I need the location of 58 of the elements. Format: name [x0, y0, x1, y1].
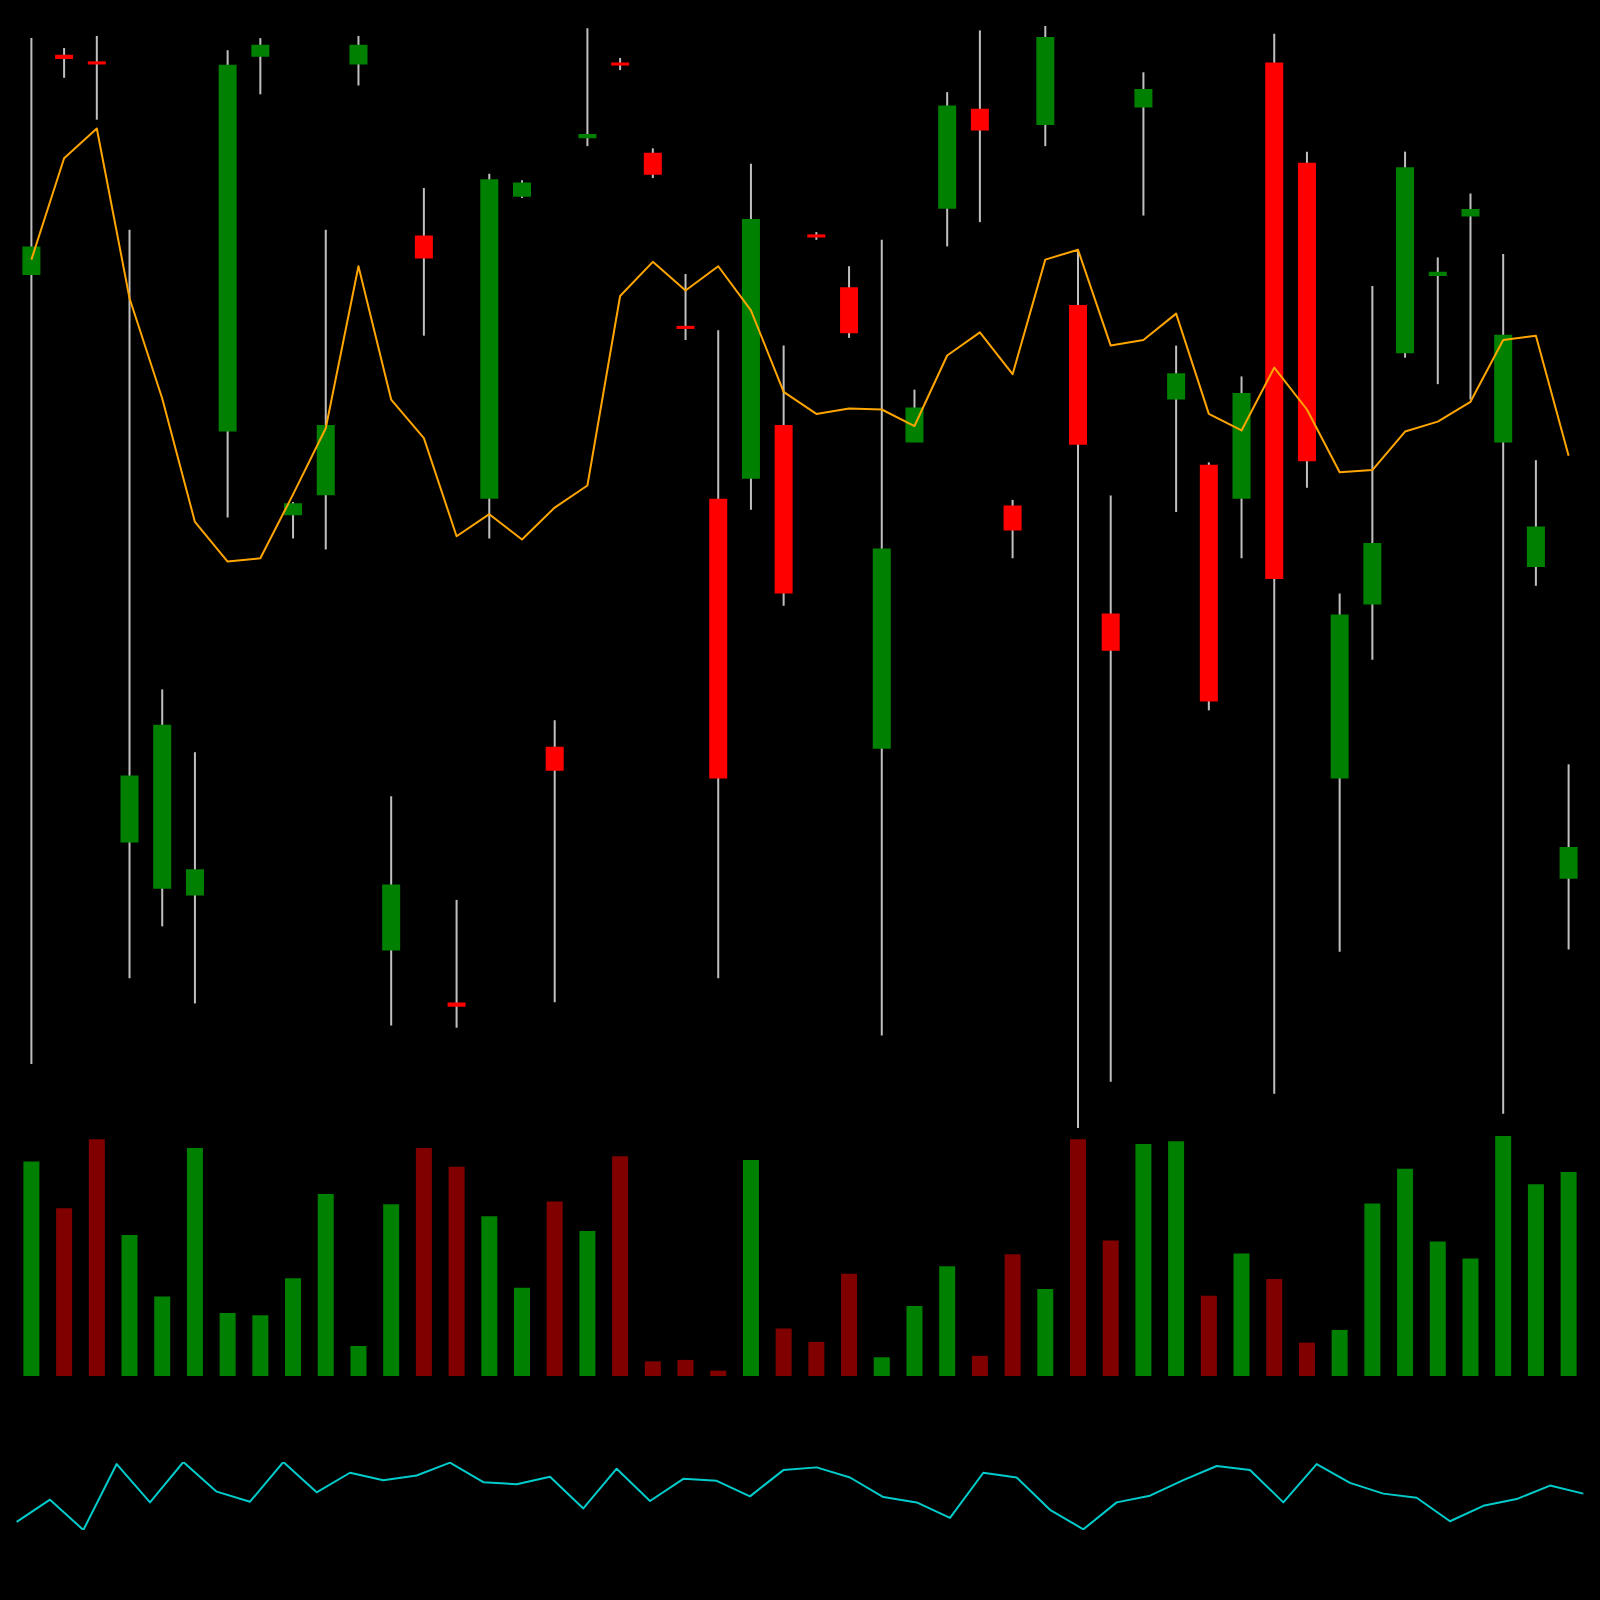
bar	[514, 1287, 530, 1376]
bar	[219, 1313, 236, 1376]
bar	[415, 1148, 432, 1376]
bar	[1168, 1141, 1185, 1376]
bar	[1004, 1254, 1021, 1376]
bar	[1102, 1240, 1119, 1376]
candlestick	[22, 38, 41, 1065]
bar	[1397, 1168, 1414, 1376]
bar	[1037, 1289, 1054, 1376]
bar	[1200, 1295, 1217, 1376]
bar	[906, 1305, 923, 1376]
bar	[1070, 1139, 1086, 1376]
bar	[1364, 1203, 1381, 1376]
bar	[481, 1216, 498, 1376]
bar	[644, 1361, 661, 1376]
bar	[186, 1148, 203, 1376]
candlestick	[447, 899, 466, 1028]
candlestick	[1461, 193, 1480, 400]
bar	[252, 1315, 269, 1376]
bar	[448, 1166, 465, 1376]
candlestick	[578, 28, 597, 147]
bar	[1331, 1329, 1348, 1376]
bar	[1429, 1241, 1446, 1376]
bar	[1462, 1258, 1479, 1376]
bar	[1298, 1342, 1315, 1376]
bar	[1135, 1143, 1152, 1376]
bar	[154, 1296, 171, 1376]
bar	[971, 1355, 988, 1376]
bar	[88, 1139, 105, 1376]
candlestick	[87, 35, 106, 120]
candlestick	[1428, 257, 1447, 385]
candlestick	[545, 720, 564, 1003]
bar	[317, 1194, 334, 1376]
bar	[285, 1278, 302, 1376]
bar	[579, 1231, 596, 1376]
bar	[546, 1201, 563, 1376]
bar	[775, 1328, 792, 1376]
bar	[1560, 1172, 1577, 1376]
bar	[56, 1208, 73, 1376]
bar	[742, 1160, 759, 1376]
candlestick	[120, 229, 139, 979]
bar	[23, 1161, 40, 1376]
candlestick	[676, 273, 695, 341]
bar	[350, 1346, 367, 1376]
bar	[677, 1359, 694, 1376]
bar	[383, 1204, 400, 1376]
bar	[1266, 1279, 1283, 1376]
bar	[121, 1234, 138, 1376]
bar	[612, 1156, 629, 1376]
candlestick	[1101, 495, 1120, 1082]
bar	[939, 1266, 956, 1376]
bar	[1527, 1184, 1544, 1376]
bar	[710, 1370, 727, 1376]
bar	[873, 1357, 890, 1376]
bar	[1495, 1136, 1512, 1376]
bar	[1233, 1253, 1250, 1376]
bar	[841, 1273, 858, 1376]
bar	[808, 1341, 825, 1376]
